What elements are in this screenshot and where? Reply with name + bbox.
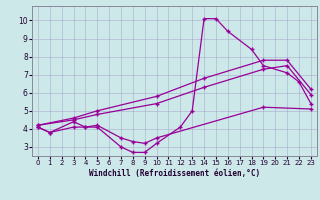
X-axis label: Windchill (Refroidissement éolien,°C): Windchill (Refroidissement éolien,°C) <box>89 169 260 178</box>
